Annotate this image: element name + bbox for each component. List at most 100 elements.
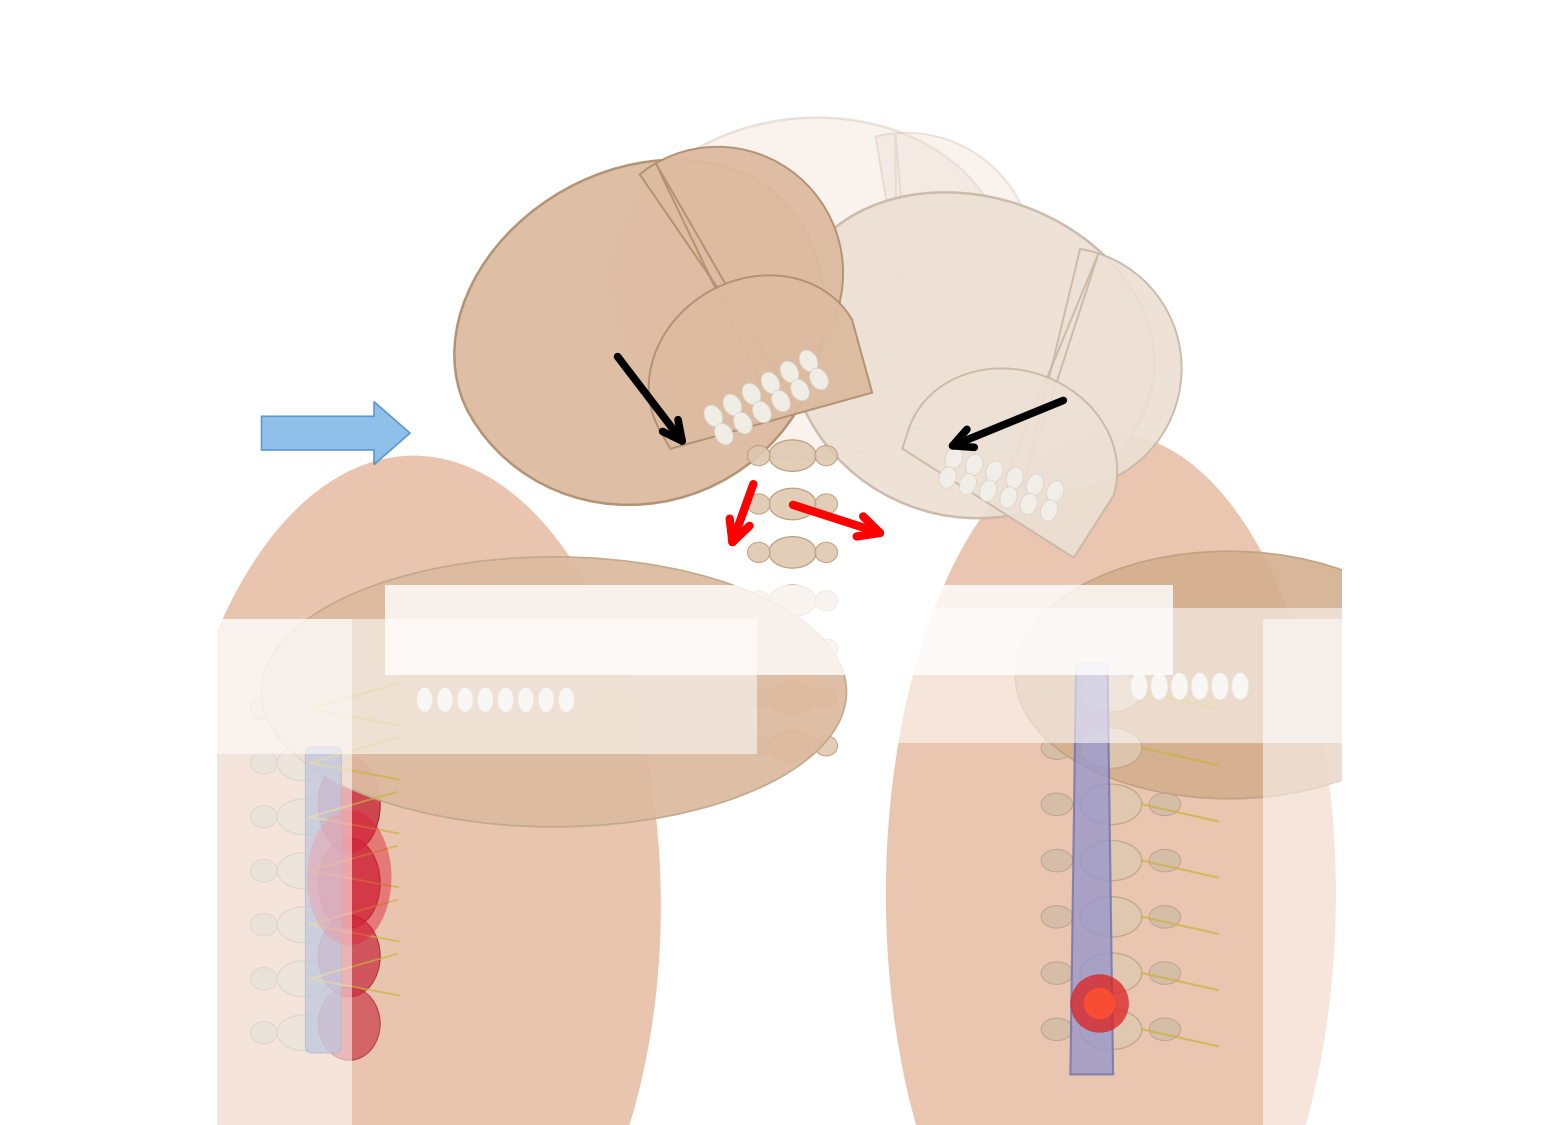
Ellipse shape bbox=[277, 799, 332, 835]
Ellipse shape bbox=[986, 461, 1003, 483]
Ellipse shape bbox=[770, 537, 816, 568]
Ellipse shape bbox=[922, 397, 939, 420]
Ellipse shape bbox=[770, 585, 816, 616]
Ellipse shape bbox=[876, 379, 893, 403]
Ellipse shape bbox=[436, 687, 453, 712]
Ellipse shape bbox=[1041, 906, 1072, 928]
Ellipse shape bbox=[762, 372, 781, 394]
Ellipse shape bbox=[1006, 467, 1024, 489]
Ellipse shape bbox=[748, 446, 770, 466]
Polygon shape bbox=[876, 133, 1035, 392]
Polygon shape bbox=[612, 117, 1005, 460]
Ellipse shape bbox=[558, 687, 575, 712]
Ellipse shape bbox=[770, 730, 816, 762]
Ellipse shape bbox=[497, 687, 514, 712]
Ellipse shape bbox=[251, 860, 277, 882]
Ellipse shape bbox=[1080, 953, 1142, 993]
Ellipse shape bbox=[939, 467, 957, 488]
Ellipse shape bbox=[770, 633, 816, 665]
Ellipse shape bbox=[277, 745, 332, 781]
Ellipse shape bbox=[770, 440, 816, 471]
Ellipse shape bbox=[251, 752, 277, 774]
Ellipse shape bbox=[815, 446, 838, 466]
Ellipse shape bbox=[251, 914, 277, 936]
Ellipse shape bbox=[748, 591, 770, 611]
Polygon shape bbox=[640, 146, 843, 389]
Ellipse shape bbox=[416, 687, 433, 712]
Ellipse shape bbox=[1041, 500, 1058, 521]
Ellipse shape bbox=[946, 395, 963, 418]
Ellipse shape bbox=[748, 494, 770, 514]
Polygon shape bbox=[782, 276, 1011, 442]
Ellipse shape bbox=[748, 687, 770, 708]
Ellipse shape bbox=[1150, 681, 1181, 703]
Ellipse shape bbox=[251, 968, 277, 990]
Ellipse shape bbox=[815, 494, 838, 514]
Ellipse shape bbox=[815, 591, 838, 611]
Ellipse shape bbox=[1172, 673, 1187, 700]
Ellipse shape bbox=[318, 756, 380, 853]
Ellipse shape bbox=[1150, 737, 1181, 759]
Ellipse shape bbox=[1150, 849, 1181, 872]
Ellipse shape bbox=[1232, 673, 1248, 700]
Ellipse shape bbox=[1150, 906, 1181, 928]
Ellipse shape bbox=[1041, 737, 1072, 759]
Ellipse shape bbox=[1080, 672, 1142, 712]
Ellipse shape bbox=[477, 687, 494, 712]
Ellipse shape bbox=[723, 394, 742, 415]
Ellipse shape bbox=[742, 384, 760, 405]
Ellipse shape bbox=[1080, 784, 1142, 825]
FancyBboxPatch shape bbox=[385, 585, 1173, 675]
Ellipse shape bbox=[277, 1015, 332, 1051]
Ellipse shape bbox=[771, 390, 790, 412]
Ellipse shape bbox=[960, 474, 977, 495]
Ellipse shape bbox=[251, 1022, 277, 1044]
Ellipse shape bbox=[810, 368, 829, 389]
Ellipse shape bbox=[770, 488, 816, 520]
Polygon shape bbox=[902, 368, 1117, 558]
Ellipse shape bbox=[946, 448, 963, 469]
Ellipse shape bbox=[277, 961, 332, 997]
Ellipse shape bbox=[1131, 673, 1147, 700]
Ellipse shape bbox=[704, 405, 723, 426]
Ellipse shape bbox=[307, 810, 391, 945]
Ellipse shape bbox=[1041, 793, 1072, 816]
Ellipse shape bbox=[1150, 1018, 1181, 1041]
Ellipse shape bbox=[877, 400, 894, 424]
Ellipse shape bbox=[1080, 728, 1142, 768]
Ellipse shape bbox=[815, 639, 838, 659]
Ellipse shape bbox=[855, 403, 872, 426]
Ellipse shape bbox=[1084, 988, 1116, 1019]
Polygon shape bbox=[1006, 249, 1181, 490]
Ellipse shape bbox=[1070, 974, 1130, 1033]
Ellipse shape bbox=[1080, 897, 1142, 937]
Ellipse shape bbox=[318, 916, 380, 997]
FancyBboxPatch shape bbox=[217, 619, 757, 754]
Polygon shape bbox=[788, 192, 1154, 519]
FancyBboxPatch shape bbox=[858, 608, 1341, 742]
Ellipse shape bbox=[748, 639, 770, 659]
Ellipse shape bbox=[943, 374, 961, 396]
Ellipse shape bbox=[1041, 1018, 1072, 1041]
Ellipse shape bbox=[770, 682, 816, 713]
Ellipse shape bbox=[790, 379, 809, 400]
Ellipse shape bbox=[815, 542, 838, 562]
Ellipse shape bbox=[1192, 673, 1207, 700]
Ellipse shape bbox=[1041, 849, 1072, 872]
Ellipse shape bbox=[799, 350, 818, 371]
Ellipse shape bbox=[538, 687, 555, 712]
Ellipse shape bbox=[165, 456, 661, 1125]
FancyBboxPatch shape bbox=[217, 619, 352, 1125]
FancyBboxPatch shape bbox=[305, 747, 341, 1053]
Ellipse shape bbox=[318, 988, 380, 1060]
Ellipse shape bbox=[715, 423, 734, 444]
Ellipse shape bbox=[1016, 551, 1443, 799]
Ellipse shape bbox=[1020, 493, 1038, 515]
Ellipse shape bbox=[1047, 480, 1064, 502]
Ellipse shape bbox=[251, 698, 277, 720]
Ellipse shape bbox=[1027, 474, 1044, 495]
Ellipse shape bbox=[517, 687, 534, 712]
Polygon shape bbox=[648, 276, 872, 449]
Ellipse shape bbox=[748, 736, 770, 756]
FancyBboxPatch shape bbox=[1262, 619, 1341, 1125]
